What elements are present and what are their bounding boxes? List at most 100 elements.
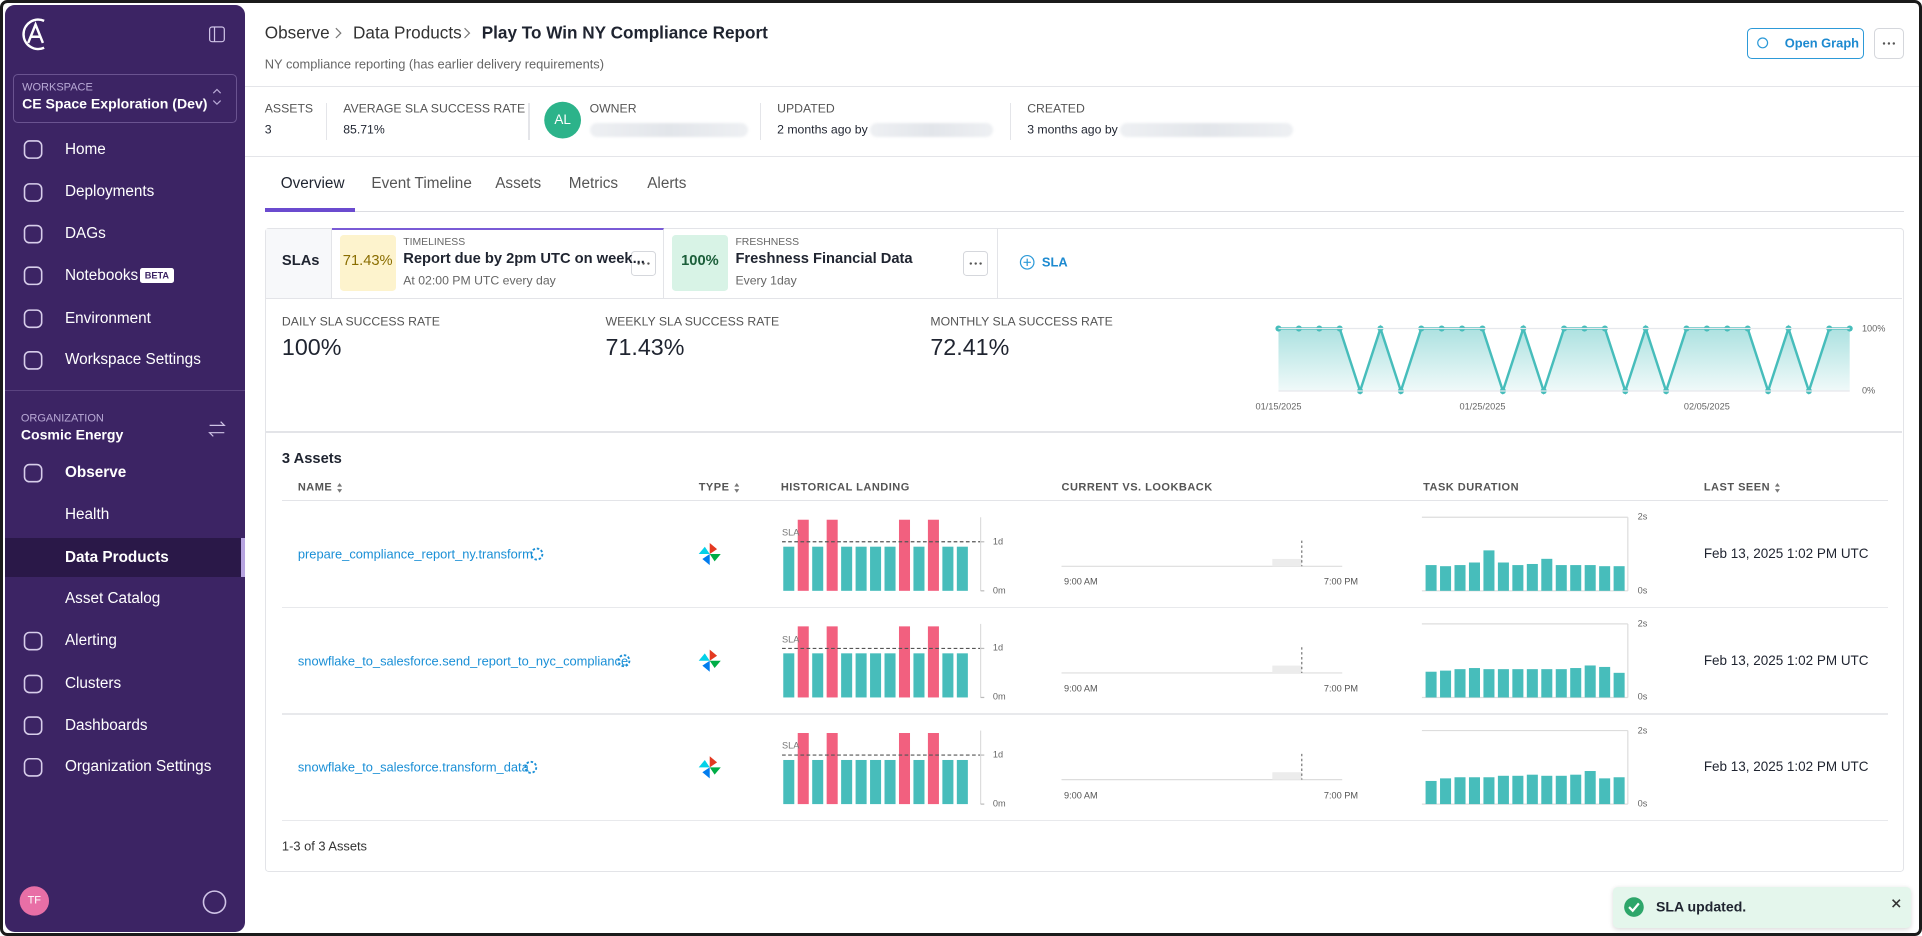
- x-tick-label: 01/15/2025: [1255, 401, 1301, 412]
- airflow-icon: [710, 650, 717, 661]
- sort-icon: [1775, 483, 1780, 493]
- nav-item[interactable]: Clusters: [65, 675, 121, 693]
- duration-bar: [1570, 565, 1581, 591]
- logo: [28, 25, 43, 43]
- landing-bar: [942, 547, 953, 591]
- sla-marker: SLA: [782, 741, 799, 752]
- sla-marker: SLA: [782, 528, 799, 539]
- tab[interactable]: Overview: [281, 175, 345, 193]
- tab[interactable]: Metrics: [569, 175, 618, 193]
- asset-link[interactable]: snowflake_to_salesforce.send_report_to_n…: [298, 653, 628, 668]
- dot: [979, 262, 981, 264]
- nav-item[interactable]: Health: [65, 506, 109, 524]
- duration-bar: [1483, 669, 1494, 697]
- landing-bar: [870, 547, 881, 591]
- x-tick-label: 02/05/2025: [1684, 401, 1730, 412]
- last-seen: Feb 13, 2025 1:02 PM UTC: [1704, 653, 1869, 669]
- airflow-icon: [702, 767, 709, 778]
- toast-icon: [1624, 897, 1644, 917]
- collapse-icon: [210, 27, 225, 42]
- last-seen: Feb 13, 2025 1:02 PM UTC: [1704, 759, 1869, 775]
- duration-bar: [1440, 566, 1451, 591]
- chevron: [213, 89, 220, 104]
- sort-icon: [734, 483, 739, 493]
- add-icon: [1024, 259, 1031, 266]
- landing-bar: [841, 547, 852, 591]
- stat-value: 3: [265, 123, 272, 138]
- nav-item[interactable]: Dashboards: [65, 716, 148, 734]
- duration-bar: [1541, 669, 1552, 697]
- add-sla[interactable]: SLA: [1042, 255, 1068, 270]
- nav-item[interactable]: Home: [65, 140, 106, 158]
- nav-item[interactable]: Workspace Settings: [65, 351, 201, 369]
- duration-bar: [1483, 550, 1494, 590]
- last-seen: Feb 13, 2025 1:02 PM UTC: [1704, 546, 1869, 562]
- duration-bar: [1469, 668, 1480, 697]
- button-label[interactable]: Open Graph: [1785, 35, 1859, 50]
- landing-bar: [957, 760, 968, 804]
- stat-value: 2 months ago by: [777, 123, 868, 138]
- duration-bar: [1527, 669, 1538, 697]
- lookback-bar: [1272, 772, 1301, 779]
- tab[interactable]: Assets: [495, 175, 541, 193]
- tab[interactable]: Alerts: [647, 175, 686, 193]
- nav-item[interactable]: Notebooks: [65, 267, 138, 285]
- column-header: CURRENT VS. LOOKBACK: [1062, 481, 1213, 494]
- landing-bar: [913, 653, 924, 697]
- landing-bar: [812, 547, 823, 591]
- landing-bar: [885, 653, 896, 697]
- duration-bar: [1614, 566, 1625, 591]
- asset-link[interactable]: prepare_compliance_report_ny.transform: [298, 546, 533, 561]
- nav-item[interactable]: Environment: [65, 309, 151, 327]
- sla-rate: 100%: [681, 253, 719, 271]
- landing-bar: [942, 653, 953, 697]
- column-header[interactable]: LAST SEEN: [1704, 481, 1770, 494]
- airflow-icon: [699, 653, 710, 660]
- nav-icon: [25, 310, 42, 327]
- duration-bar: [1570, 775, 1581, 804]
- nav-icon: [25, 267, 42, 284]
- nav-item[interactable]: DAGs: [65, 225, 106, 243]
- logo: [24, 20, 45, 49]
- nav-icon: [25, 759, 42, 776]
- stat-value: 85.71%: [343, 123, 385, 138]
- duration-bar: [1454, 777, 1465, 804]
- y-tick-label: 0s: [1638, 799, 1648, 810]
- landing-bar: [928, 733, 939, 804]
- duration-bar: [1454, 565, 1465, 591]
- column-header[interactable]: NAME: [298, 481, 332, 494]
- airflow-icon: [710, 767, 721, 774]
- asset-link[interactable]: snowflake_to_salesforce.transform_data: [298, 760, 529, 775]
- landing-bar: [913, 760, 924, 804]
- sort-icon: [337, 483, 342, 493]
- nav-item[interactable]: Data Products: [65, 549, 169, 567]
- y-tick-label: 100%: [1862, 323, 1886, 334]
- nav-item[interactable]: Observe: [65, 464, 126, 482]
- nav-item[interactable]: Alerting: [65, 632, 117, 650]
- column-header[interactable]: TYPE: [699, 481, 730, 494]
- nav-item[interactable]: Deployments: [65, 183, 154, 201]
- duration-bar: [1556, 669, 1567, 697]
- landing-bar: [899, 520, 910, 591]
- nav-item[interactable]: Organization Settings: [65, 758, 211, 776]
- duration-bar: [1440, 671, 1451, 698]
- user-initials[interactable]: TF: [28, 894, 41, 907]
- rate-value: 100%: [282, 334, 342, 362]
- landing-bar: [856, 547, 867, 591]
- nav-icon: [25, 717, 42, 734]
- landing-bar: [899, 733, 910, 804]
- tab[interactable]: Event Timeline: [371, 175, 471, 193]
- sla-kind: FRESHNESS: [735, 236, 799, 249]
- x-tick-label: 7:00 PM: [1324, 577, 1358, 588]
- airflow-icon: [710, 554, 721, 561]
- nav-icon: [25, 352, 42, 369]
- sla-schedule: Every 1day: [735, 273, 796, 288]
- nav-icon: [25, 465, 42, 482]
- breadcrumb[interactable]: Observe: [265, 23, 330, 44]
- sla-marker: SLA: [782, 634, 799, 645]
- nav-item[interactable]: Asset Catalog: [65, 590, 160, 608]
- duration-bar: [1614, 777, 1625, 804]
- nav-icon: [25, 675, 42, 692]
- breadcrumb[interactable]: Data Products: [353, 23, 462, 44]
- y-tick-label: 0s: [1638, 585, 1648, 596]
